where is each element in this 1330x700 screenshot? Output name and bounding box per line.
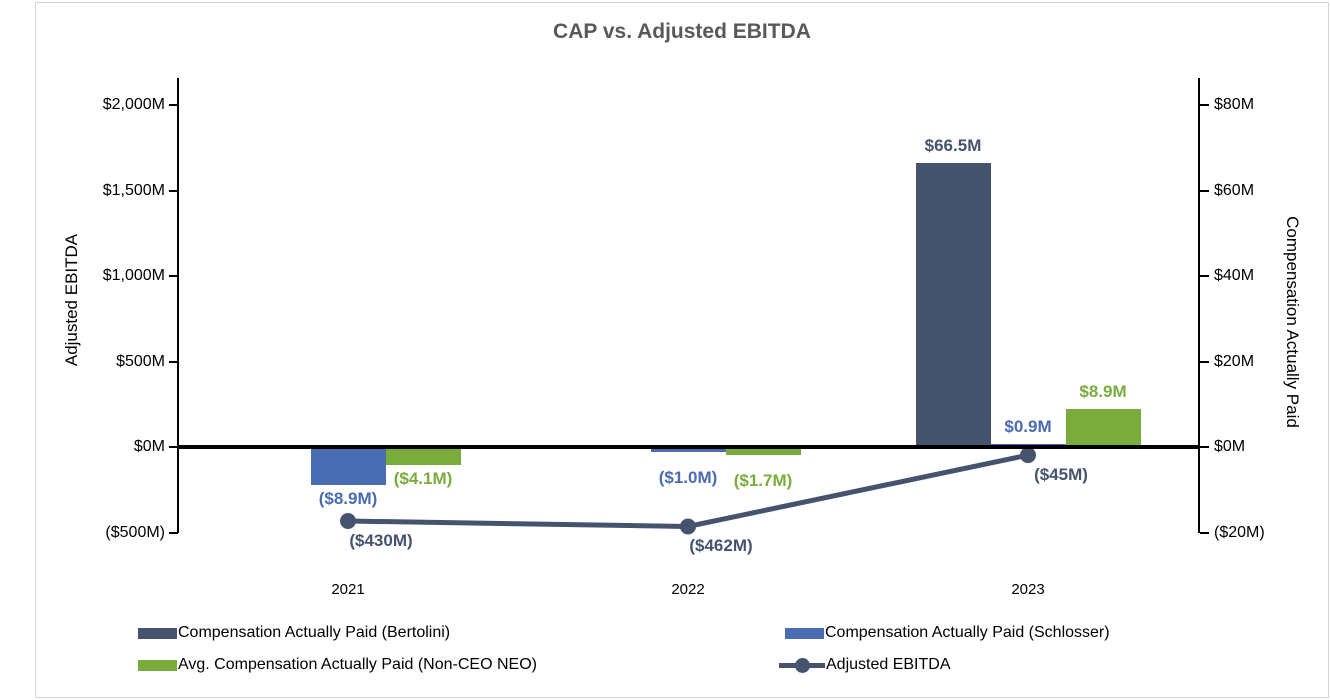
bar-nonceo-2022 [725, 447, 801, 455]
legend-label: Adjusted EBITDA [826, 656, 951, 673]
legend-swatch-icon [138, 627, 177, 639]
line-data-label: ($45M) [1034, 465, 1088, 485]
x-axis-label-2023: 2023 [1011, 581, 1045, 598]
right-axis-tick-label: $60M [1214, 181, 1255, 199]
right-axis-tick [1200, 446, 1209, 449]
chart-canvas [35, 2, 1329, 698]
legend-item: Adjusted EBITDA [779, 656, 951, 674]
left-axis-tick-label: ($500M) [105, 524, 165, 541]
right-axis-tick-label: $0M [1214, 438, 1246, 456]
left-axis-title: Adjusted EBITDA [62, 233, 81, 367]
bar-schlosser-2022 [650, 447, 726, 452]
right-axis-line [1198, 78, 1200, 533]
line-path [347, 452, 1029, 529]
bar-data-label: $66.5M [924, 135, 982, 155]
x-axis-label-2022: 2022 [671, 581, 705, 598]
left-axis-tick [169, 360, 178, 363]
line-point [680, 518, 696, 535]
right-axis-tick-label: ($20M) [1214, 524, 1265, 541]
line-point [340, 513, 356, 530]
legend-line-marker-icon [779, 657, 825, 673]
bar-nonceo-2023 [1065, 409, 1141, 448]
legend-label: Compensation Actually Paid (Schlosser) [825, 624, 1110, 641]
zero-axis-line [178, 445, 1198, 450]
legend-item: Compensation Actually Paid (Schlosser) [785, 624, 1110, 642]
left-axis-tick-label: $0M [133, 438, 165, 456]
chart-title: CAP vs. Adjusted EBITDA [553, 20, 811, 43]
left-axis-tick-label: $1,500M [102, 181, 165, 199]
right-axis-title: Compensation Actually Paid [1283, 216, 1302, 428]
bar-data-label: $8.9M [1079, 382, 1127, 402]
left-axis-tick-label: $500M [116, 352, 165, 370]
left-axis-tick [169, 532, 178, 534]
legend-swatch-icon [785, 627, 824, 639]
right-axis-tick [1200, 360, 1209, 363]
line-point [1020, 447, 1036, 464]
bar-data-label: ($8.9M) [318, 489, 378, 509]
right-axis-tick [1200, 275, 1209, 278]
left-axis-tick-label: $1,000M [102, 267, 165, 285]
bar-data-label: ($1.7M) [733, 470, 793, 490]
right-axis-tick-label: $40M [1214, 267, 1255, 285]
left-axis-line [177, 78, 179, 533]
left-axis-tick [169, 104, 178, 106]
legend-label: Compensation Actually Paid (Bertolini) [178, 624, 451, 641]
left-axis-tick-label: $2,000M [102, 96, 165, 113]
legend-swatch-icon [138, 659, 177, 671]
bar-nonceo-2021 [385, 447, 461, 465]
bar-data-label: $0.9M [1004, 416, 1052, 436]
legend-dot-icon [795, 658, 810, 673]
right-axis-tick-label: $20M [1214, 352, 1255, 370]
bar-data-label: ($4.1M) [393, 468, 453, 488]
line-data-label: ($430M) [349, 531, 413, 551]
right-axis-tick [1200, 189, 1209, 192]
left-axis-tick [169, 275, 178, 278]
legend-item: Compensation Actually Paid (Bertolini) [138, 624, 450, 642]
legend-item: Avg. Compensation Actually Paid (Non-CEO… [138, 656, 537, 674]
right-axis-tick [1200, 532, 1209, 534]
line-data-label: ($462M) [689, 536, 753, 556]
bar-schlosser-2021 [310, 447, 386, 486]
x-axis-label-2021: 2021 [331, 581, 365, 598]
bar-bertolini-2023 [915, 162, 991, 448]
right-axis-tick [1200, 104, 1209, 106]
bar-data-label: ($1.0M) [658, 467, 718, 487]
right-axis-tick-label: $80M [1214, 96, 1255, 113]
left-axis-tick [169, 189, 178, 192]
left-axis-tick [169, 446, 178, 449]
legend-label: Avg. Compensation Actually Paid (Non-CEO… [178, 656, 537, 673]
